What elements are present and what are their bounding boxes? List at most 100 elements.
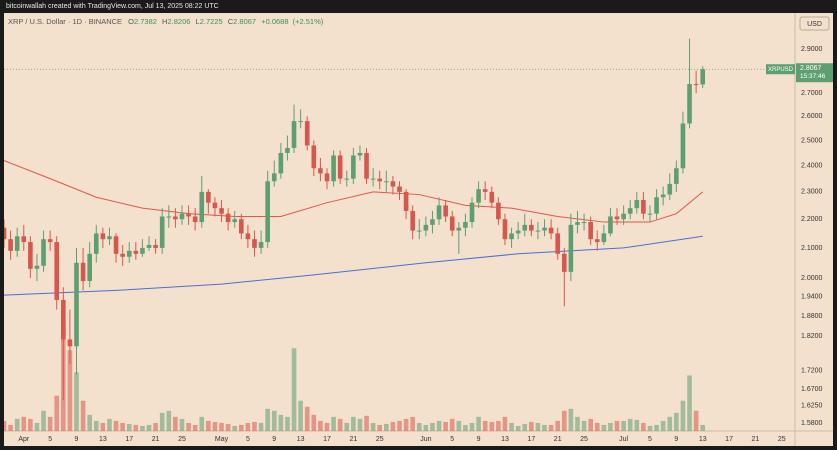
- candle-body: [324, 173, 330, 182]
- change: +0.0688: [261, 17, 288, 26]
- volume-bar: [357, 418, 363, 431]
- x-tick-label: 13: [501, 436, 509, 443]
- x-tick-label: 5: [48, 436, 52, 443]
- volume-bar: [561, 410, 567, 431]
- y-tick-label: 2.9000: [801, 46, 823, 53]
- candle-body: [384, 181, 389, 183]
- volume-bar: [47, 416, 53, 431]
- volume-bar: [410, 416, 415, 431]
- volume-bar: [238, 424, 244, 431]
- candle-body: [390, 181, 396, 187]
- candle-body: [515, 230, 521, 234]
- volume-bar: [4, 420, 7, 431]
- candle-body: [654, 197, 659, 214]
- candle-body: [278, 152, 284, 174]
- volume-bar: [153, 422, 158, 431]
- volume-bar: [667, 416, 673, 431]
- volume-bar: [443, 421, 448, 431]
- volume-bar: [192, 424, 198, 431]
- y-tick-label: 2.4000: [801, 163, 823, 170]
- volume-bar: [41, 410, 46, 431]
- candle-body: [331, 155, 336, 182]
- candle-body: [430, 219, 435, 225]
- volume-bar: [416, 422, 422, 431]
- volume-bar: [93, 420, 99, 431]
- x-tick-label: 21: [152, 436, 160, 443]
- plot-area: [4, 38, 795, 431]
- countdown: 15:37:46: [800, 73, 826, 80]
- volume-bar: [641, 422, 646, 431]
- y-tick-label: 2.0000: [801, 275, 823, 282]
- volume-bar: [680, 400, 686, 431]
- x-tick-label: 25: [376, 436, 384, 443]
- volume-bar: [344, 422, 350, 431]
- candle-body: [8, 239, 13, 251]
- candle-body: [700, 69, 706, 85]
- candle-body: [449, 216, 455, 231]
- volume-bar: [311, 414, 317, 431]
- x-tick-label: 9: [674, 436, 678, 443]
- y-tick-label: 1.7200: [801, 368, 823, 375]
- volume-bar: [113, 420, 119, 431]
- candle-body: [120, 253, 125, 257]
- volume-bar: [674, 412, 679, 431]
- candle-body: [608, 216, 613, 234]
- volume-bar: [588, 418, 593, 431]
- volume-bar: [212, 421, 218, 431]
- volume-bar: [186, 422, 191, 431]
- currency-button[interactable]: [799, 16, 830, 31]
- volume-bar: [469, 422, 475, 431]
- x-tick-label: 17: [323, 436, 331, 443]
- volume-bar: [133, 424, 139, 431]
- candle-body: [80, 262, 86, 282]
- x-tick-label: 13: [297, 436, 305, 443]
- candle-body: [416, 230, 422, 232]
- volume-bar: [14, 418, 20, 431]
- moving-average: [4, 235, 703, 296]
- volume-bar: [693, 410, 699, 431]
- y-tick-label: 1.6250: [801, 403, 823, 410]
- status-label: C: [228, 17, 234, 26]
- last-price-label: 2.8067: [800, 65, 822, 72]
- candle-body: [647, 213, 653, 215]
- volume-bar: [502, 416, 508, 431]
- volume-bar: [265, 408, 270, 431]
- x-tick-label: May: [215, 436, 229, 443]
- x-tick-label: 17: [725, 436, 733, 443]
- volume-bar: [206, 420, 211, 431]
- volume-bar: [298, 400, 303, 431]
- volume-bar: [232, 425, 238, 431]
- volume-bar: [245, 422, 251, 431]
- candle-body: [41, 239, 46, 266]
- candle-body: [397, 186, 402, 192]
- candle-body: [4, 227, 7, 240]
- candle-body: [496, 202, 501, 220]
- symbol-label: XRPUSD: [768, 67, 794, 73]
- candle-body: [502, 219, 508, 240]
- candle-body: [159, 216, 165, 248]
- candle-body: [14, 236, 20, 251]
- volume-bar: [173, 416, 178, 431]
- candle-body: [463, 222, 468, 228]
- y-tick-label: 2.6000: [801, 113, 823, 120]
- x-tick-label: 13: [699, 436, 707, 443]
- volume-bar: [364, 415, 369, 431]
- candle-body: [34, 265, 40, 269]
- candle-body: [667, 183, 673, 195]
- moving-average: [4, 160, 704, 223]
- candle-body: [535, 230, 541, 232]
- y-tick-label: 1.9400: [801, 294, 823, 301]
- candle-body: [47, 239, 53, 243]
- candle-body: [660, 194, 666, 198]
- candle-body: [351, 155, 356, 179]
- candle-body: [436, 205, 442, 220]
- candle-body: [581, 222, 587, 224]
- candle-body: [522, 224, 528, 231]
- candle-body: [133, 250, 139, 254]
- candle-body: [509, 233, 514, 240]
- volume-bar: [555, 420, 561, 431]
- volume-bar: [509, 422, 514, 431]
- currency[interactable]: USD: [807, 21, 822, 28]
- volume-bar: [8, 424, 13, 431]
